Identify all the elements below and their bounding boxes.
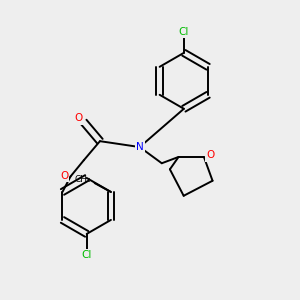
Text: Cl: Cl xyxy=(179,27,189,37)
Text: Cl: Cl xyxy=(82,250,92,260)
Text: CH₃: CH₃ xyxy=(75,175,91,184)
Text: O: O xyxy=(74,113,83,124)
Text: O: O xyxy=(206,151,214,160)
Text: N: N xyxy=(136,142,144,152)
Text: O: O xyxy=(60,171,68,181)
